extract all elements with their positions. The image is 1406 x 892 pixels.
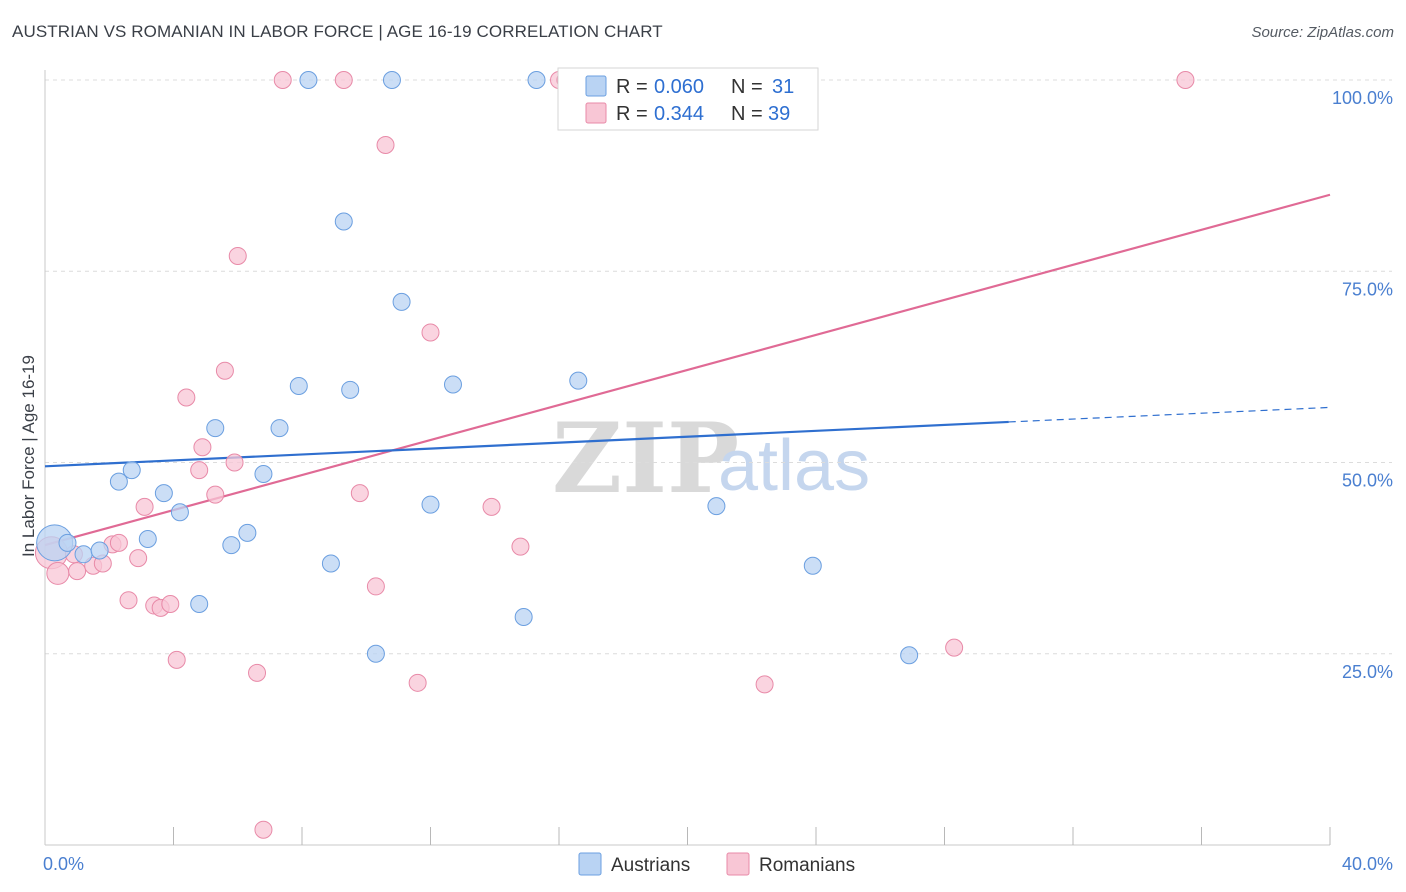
gridlines bbox=[45, 79, 1392, 655]
y-tick-label-25: 25.0% bbox=[1342, 662, 1393, 682]
point-romanians-36 bbox=[945, 638, 964, 657]
point-romanians-32 bbox=[511, 537, 530, 556]
point-austrians-20 bbox=[366, 644, 385, 663]
data-points bbox=[34, 71, 1195, 839]
point-austrians-22 bbox=[392, 292, 411, 311]
point-austrians-2 bbox=[74, 545, 93, 564]
point-romanians-7 bbox=[109, 533, 128, 552]
point-austrians-7 bbox=[154, 484, 173, 503]
legend-n-value-romanians: 39 bbox=[768, 103, 790, 125]
trend-lines bbox=[44, 193, 1331, 547]
point-austrians-8 bbox=[170, 503, 189, 522]
watermark-atlas: atlas bbox=[718, 426, 870, 506]
point-austrians-29 bbox=[803, 556, 822, 575]
point-romanians-1 bbox=[46, 561, 70, 585]
tick-labels: 25.0% 50.0% 75.0% 100.0% 0.0% 40.0% bbox=[43, 88, 1393, 874]
point-austrians-1 bbox=[58, 533, 77, 552]
point-austrians-23 bbox=[421, 495, 440, 514]
legend-r-label-romanians: R = bbox=[616, 103, 648, 125]
point-romanians-13 bbox=[161, 595, 180, 614]
point-romanians-28 bbox=[376, 136, 395, 155]
point-romanians-30 bbox=[421, 323, 440, 342]
x-tick-label-max: 40.0% bbox=[1342, 854, 1393, 874]
point-romanians-35 bbox=[755, 675, 774, 694]
point-romanians-9 bbox=[129, 549, 148, 568]
point-romanians-29 bbox=[408, 673, 427, 692]
point-austrians-19 bbox=[341, 380, 360, 399]
point-austrians-3 bbox=[90, 541, 109, 560]
point-romanians-17 bbox=[193, 438, 212, 457]
point-austrians-27 bbox=[569, 371, 588, 390]
legend-n-value-austrians: 31 bbox=[772, 76, 794, 98]
point-romanians-26 bbox=[350, 484, 369, 503]
point-romanians-20 bbox=[225, 453, 244, 472]
y-tick-label-75: 75.0% bbox=[1342, 279, 1393, 299]
point-romanians-31 bbox=[482, 497, 501, 516]
point-austrians-16 bbox=[299, 71, 318, 89]
point-austrians-24 bbox=[443, 375, 462, 394]
point-romanians-24 bbox=[273, 71, 292, 89]
source-label: Source: ZipAtlas.com bbox=[1251, 24, 1394, 41]
series-legend-swatch-austrians bbox=[578, 852, 602, 876]
legend-n-label-austrians: N = bbox=[731, 76, 763, 98]
legend-r-value-romanians: 0.344 bbox=[654, 103, 704, 125]
trend-line-austrians bbox=[44, 420, 1009, 468]
point-romanians-37 bbox=[1176, 71, 1195, 89]
point-romanians-3 bbox=[68, 562, 87, 581]
series-legend-label-austrians: Austrians bbox=[611, 855, 690, 876]
point-romanians-18 bbox=[206, 485, 225, 504]
series-legend: Austrians Romanians bbox=[578, 852, 855, 876]
series-legend-label-romanians: Romanians bbox=[759, 855, 855, 876]
point-austrians-25 bbox=[514, 608, 533, 627]
legend-n-label-romanians: N = bbox=[731, 103, 763, 125]
point-romanians-15 bbox=[177, 388, 196, 407]
y-tick-label-100: 100.0% bbox=[1332, 88, 1393, 108]
point-austrians-11 bbox=[222, 536, 241, 555]
watermark: ZIP atlas bbox=[552, 402, 870, 515]
point-austrians-30 bbox=[900, 646, 919, 665]
watermark-zip: ZIP bbox=[552, 402, 739, 515]
point-romanians-23 bbox=[254, 820, 273, 839]
point-romanians-22 bbox=[248, 663, 267, 682]
point-austrians-14 bbox=[270, 419, 289, 438]
legend-r-value-austrians: 0.060 bbox=[654, 76, 704, 98]
point-austrians-26 bbox=[527, 71, 546, 89]
point-austrians-6 bbox=[138, 530, 157, 548]
point-romanians-10 bbox=[135, 497, 154, 516]
point-austrians-13 bbox=[254, 464, 273, 483]
point-romanians-16 bbox=[190, 461, 209, 480]
point-romanians-8 bbox=[119, 591, 138, 610]
trend-line-romanians bbox=[44, 193, 1331, 547]
point-romanians-19 bbox=[215, 361, 234, 380]
point-austrians-17 bbox=[321, 554, 340, 573]
point-austrians-4 bbox=[109, 472, 128, 491]
point-romanians-27 bbox=[366, 577, 385, 596]
point-austrians-10 bbox=[206, 419, 225, 438]
point-austrians-18 bbox=[334, 212, 353, 231]
point-austrians-21 bbox=[382, 71, 401, 89]
point-austrians-5 bbox=[122, 461, 141, 480]
chart-title: AUSTRIAN VS ROMANIAN IN LABOR FORCE | AG… bbox=[12, 22, 663, 41]
axes bbox=[44, 70, 1331, 846]
point-austrians-28 bbox=[707, 497, 726, 516]
point-romanians-21 bbox=[228, 246, 247, 265]
y-axis-title: In Labor Force | Age 16-19 bbox=[19, 355, 38, 557]
trend-line-austrians-extension bbox=[1008, 406, 1331, 423]
point-austrians-15 bbox=[289, 377, 308, 395]
point-romanians-25 bbox=[334, 71, 353, 89]
legend-r-label-austrians: R = bbox=[616, 76, 648, 98]
legend-swatch-romanians bbox=[585, 102, 607, 124]
x-tick-label-min: 0.0% bbox=[43, 854, 84, 874]
legend-swatch-austrians bbox=[585, 75, 607, 97]
y-tick-label-50: 50.0% bbox=[1342, 471, 1393, 491]
point-romanians-14 bbox=[167, 650, 186, 669]
series-legend-swatch-romanians bbox=[726, 852, 750, 876]
point-austrians-12 bbox=[238, 523, 257, 542]
stats-legend: R = 0.060 N = 31 R = 0.344 N = 39 bbox=[557, 67, 819, 131]
point-austrians-9 bbox=[190, 595, 209, 614]
